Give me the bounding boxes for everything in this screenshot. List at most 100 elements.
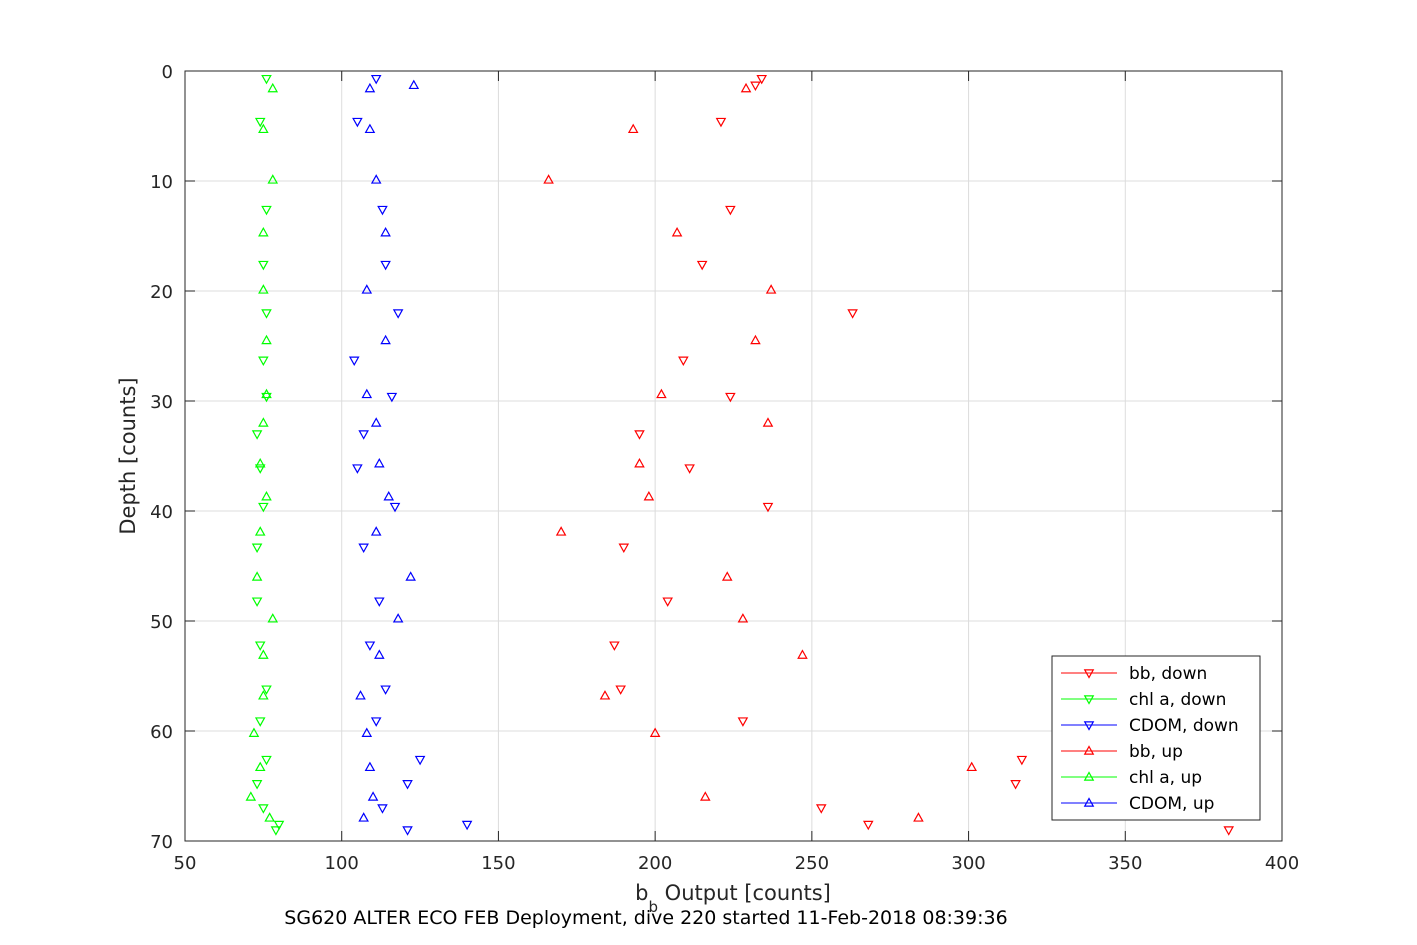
data-point <box>358 543 369 554</box>
data-point <box>364 82 376 93</box>
legend-label: chl a, up <box>1129 768 1202 788</box>
legend-entry: chl a, down <box>1061 690 1226 710</box>
data-point <box>737 717 749 727</box>
data-point <box>750 81 761 92</box>
data-point <box>1016 755 1028 766</box>
series-bb-up <box>543 82 978 822</box>
data-point <box>721 571 733 581</box>
legend-marker <box>1083 695 1095 705</box>
legend-entry: CDOM, up <box>1061 794 1214 814</box>
data-point <box>966 761 978 772</box>
series-bb-down <box>609 74 1235 836</box>
data-point <box>367 791 379 801</box>
data-point <box>370 417 382 427</box>
data-point <box>380 334 391 345</box>
legend-marker <box>1083 797 1095 807</box>
data-point <box>364 123 376 134</box>
data-point <box>627 123 639 134</box>
data-point <box>361 284 373 294</box>
data-point <box>609 641 620 651</box>
legend-marker <box>1083 745 1095 755</box>
data-point <box>750 334 761 345</box>
x-tick-label: 300 <box>951 853 985 874</box>
data-point <box>254 117 266 128</box>
legend-label: bb, down <box>1129 664 1207 684</box>
data-point <box>358 430 369 440</box>
legend-label: bb, up <box>1129 742 1183 762</box>
data-point <box>389 502 401 513</box>
plot-area <box>184 70 1283 842</box>
data-point <box>258 690 269 700</box>
data-point <box>762 417 774 427</box>
data-point <box>797 649 808 659</box>
y-tick-label: 20 <box>150 282 173 303</box>
y-tick-label: 0 <box>162 62 173 83</box>
data-point <box>383 490 395 501</box>
data-point <box>251 597 263 607</box>
data-point <box>402 826 413 836</box>
data-point <box>258 123 269 134</box>
data-point <box>364 761 376 772</box>
data-point <box>634 430 645 440</box>
y-tick-label: 60 <box>150 722 173 743</box>
data-point <box>662 597 673 607</box>
data-point <box>725 205 736 216</box>
data-point <box>258 502 269 513</box>
data-point <box>245 791 257 801</box>
data-point <box>649 727 661 737</box>
data-point <box>862 820 874 831</box>
data-point <box>352 117 363 128</box>
x-tick-label: 200 <box>638 853 672 874</box>
data-point <box>696 260 708 271</box>
x-tick-labels: 50 100 150 200 250 300 350 400 <box>174 853 1300 874</box>
data-point <box>254 717 266 727</box>
data-point <box>370 526 382 536</box>
data-point <box>765 284 777 294</box>
data-point <box>258 284 269 294</box>
data-point <box>699 791 711 801</box>
data-point <box>740 82 752 93</box>
data-point <box>254 464 266 474</box>
data-point <box>405 571 416 581</box>
data-point <box>261 74 272 85</box>
y-tick-label: 30 <box>150 392 173 413</box>
data-point <box>361 388 373 399</box>
y-tick-label: 40 <box>150 502 173 523</box>
data-point <box>656 388 667 399</box>
data-point <box>380 226 391 237</box>
legend-marker <box>1083 771 1095 781</box>
data-point <box>267 174 279 184</box>
data-point <box>634 457 645 468</box>
x-tick-label: 250 <box>795 853 829 874</box>
data-point <box>270 826 282 836</box>
data-point <box>261 309 272 319</box>
data-point <box>248 727 260 737</box>
data-point <box>392 613 404 623</box>
data-point <box>251 780 263 790</box>
data-point <box>267 82 279 93</box>
data-point <box>258 356 269 367</box>
data-point <box>847 309 858 319</box>
legend-entry: bb, down <box>1061 664 1207 684</box>
data-point <box>815 804 827 814</box>
legend-box <box>1051 655 1261 821</box>
data-point <box>402 780 413 790</box>
data-point <box>380 685 391 695</box>
data-point <box>254 641 266 651</box>
y-tick-label: 10 <box>150 172 173 193</box>
data-point <box>374 649 385 659</box>
data-point <box>756 74 768 85</box>
data-point <box>364 641 376 651</box>
data-point <box>543 174 554 184</box>
data-point <box>678 356 689 367</box>
data-point <box>618 543 630 554</box>
series-cdom-down <box>348 74 473 836</box>
data-point <box>615 685 626 695</box>
data-point <box>737 613 749 623</box>
data-point <box>715 117 727 128</box>
data-point <box>267 613 279 623</box>
series-chl-a-down <box>251 74 285 836</box>
x-tick-label: 350 <box>1108 853 1142 874</box>
legend-entry: chl a, up <box>1061 768 1202 788</box>
